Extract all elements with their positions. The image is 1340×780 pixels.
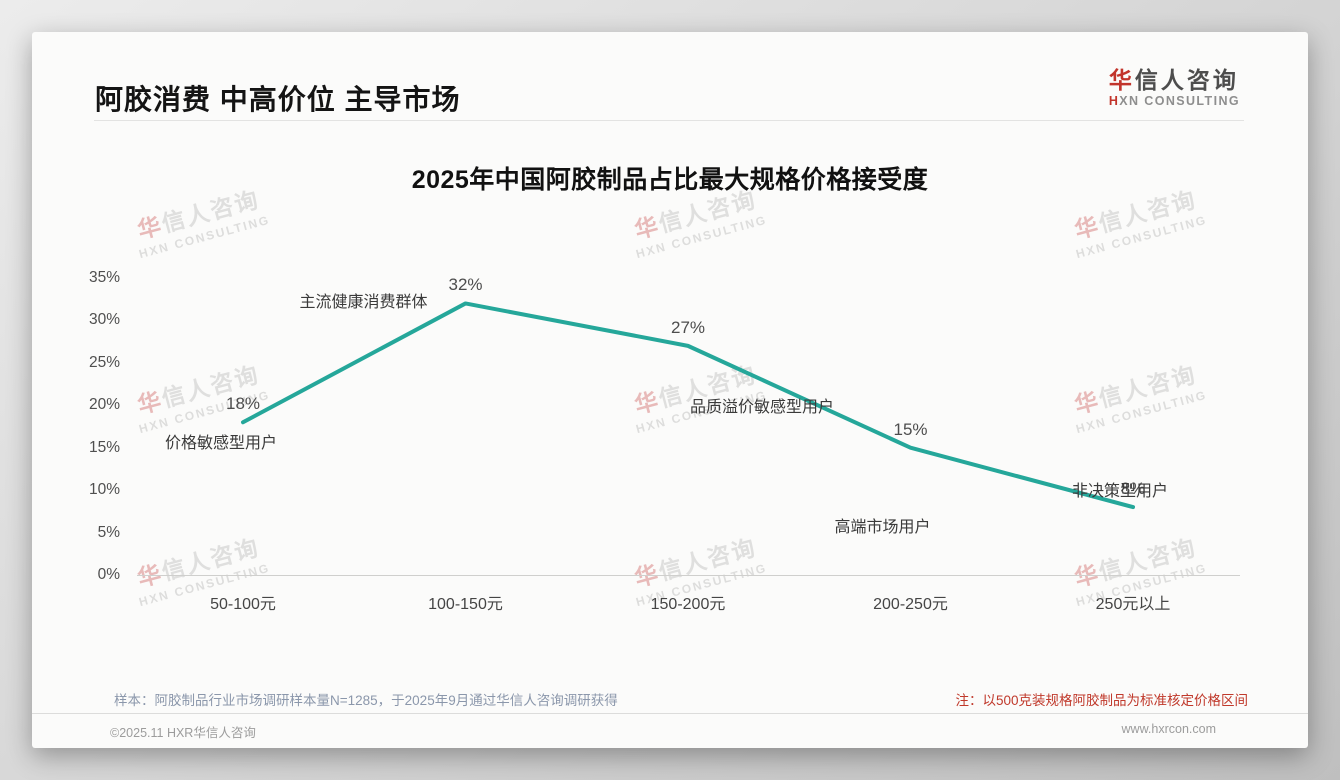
line-chart-svg: [241, 301, 1135, 510]
acceptance-line-series: [241, 301, 1135, 510]
segment-annotation: 非决策型用户: [1071, 483, 1169, 501]
logo-english-name: HXN CONSULTING: [1109, 94, 1240, 108]
segment-annotation: 价格敏感型用户: [164, 435, 278, 453]
data-point-label: 18%: [225, 394, 261, 414]
data-point-label: 27%: [670, 317, 706, 337]
slide-card: 华信人咨询 HXN CONSULTING 华信人咨询 HXN CONSULTING 华信…: [32, 32, 1308, 748]
x-axis-tick-label: 50-100元: [210, 596, 276, 613]
x-axis-tick-label: 100-150元: [428, 596, 503, 613]
chart-title: 2025年中国阿胶制品占比最大规格价格接受度: [411, 166, 929, 194]
data-point-label: 15%: [893, 419, 928, 439]
copyright-text: ©2025.11 HXR华信人咨询: [110, 726, 256, 740]
sample-note: 样本：阿胶制品行业市场调研样本量N=1285，于2025年9月通过华信人咨询调研…: [114, 693, 618, 708]
website-url: www.hxrcon.com: [1121, 722, 1216, 736]
segment-annotation: 主流健康消费群体: [299, 294, 428, 312]
page-title: 阿胶消费 中高价位 主导市场: [95, 84, 461, 115]
x-axis-tick-label: 200-250元: [873, 596, 948, 613]
logo-en-rest: XN CONSULTING: [1119, 94, 1240, 109]
y-axis-tick-label: 15%: [88, 438, 120, 456]
price-basis-note: 注：以500克装规格阿胶制品为标准核定价格区间: [955, 693, 1248, 708]
logo-chinese-name: 华信人咨询: [1108, 67, 1240, 93]
y-axis-tick-label: 25%: [88, 353, 120, 371]
header-divider: [94, 120, 1244, 121]
x-axis-tick-label: 150-200元: [650, 596, 726, 613]
x-axis-line: [137, 575, 1240, 576]
y-axis-tick-label: 20%: [88, 396, 120, 414]
data-point-label: 32%: [448, 275, 483, 295]
y-axis-tick-label: 5%: [97, 523, 120, 541]
footer-divider: [32, 713, 1308, 714]
logo-cn-rest: 信人咨询: [1134, 67, 1239, 93]
segment-annotation: 高端市场用户: [834, 518, 931, 536]
x-axis-tick-label: 250元以上: [1095, 596, 1171, 613]
y-axis-tick-label: 35%: [88, 268, 120, 286]
brand-logo: 华信人咨询 HXN CONSULTING: [1108, 67, 1240, 108]
y-axis-tick-label: 10%: [88, 481, 120, 499]
logo-cn-accent: 华: [1108, 67, 1135, 93]
y-axis-tick-label: 0%: [97, 566, 120, 583]
segment-annotation: 品质溢价敏感型用户: [689, 398, 835, 416]
y-axis-tick-label: 30%: [88, 311, 120, 329]
data-point-label: 8%: [1120, 479, 1146, 499]
logo-en-accent: H: [1108, 94, 1120, 109]
